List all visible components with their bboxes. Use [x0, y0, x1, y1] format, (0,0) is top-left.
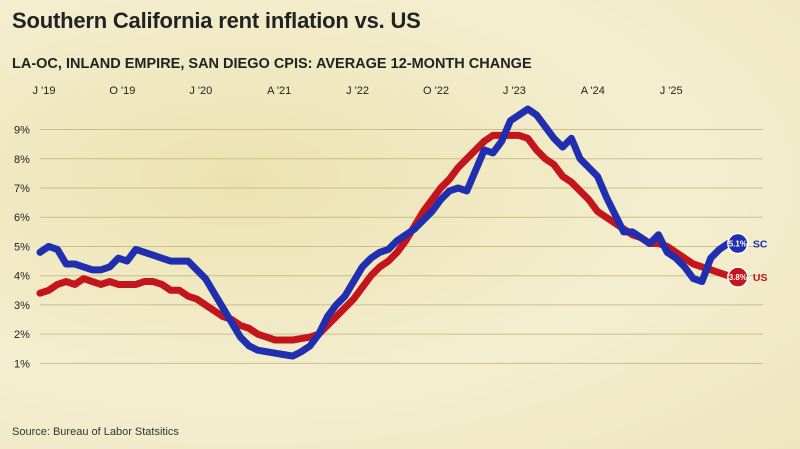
series-name-label-sc: SC	[753, 239, 768, 251]
chart-subtitle: LA-OC, INLAND EMPIRE, SAN DIEGO CPIS: AV…	[12, 56, 532, 72]
x-tick-label: A '21	[267, 85, 291, 97]
end-marker-sc	[727, 232, 749, 255]
y-tick-label: 7%	[14, 183, 30, 195]
series-line-sc	[36, 105, 741, 360]
y-tick-label: 6%	[14, 212, 30, 224]
series-name-label-us: US	[753, 272, 768, 284]
y-tick-label: 4%	[14, 271, 30, 283]
y-tick-label: 8%	[14, 154, 30, 166]
x-tick-label: J '20	[189, 85, 212, 97]
end-value-label-sc: 5.1%	[729, 240, 747, 249]
y-tick-label: 2%	[14, 329, 30, 341]
x-tick-label: O '19	[109, 85, 135, 97]
y-tick-label: 5%	[14, 241, 30, 253]
end-marker-us	[727, 266, 749, 288]
x-tick-label: J '22	[346, 85, 369, 97]
y-tick-label: 1%	[14, 358, 30, 370]
y-tick-label: 3%	[14, 300, 30, 312]
chart-title: Southern California rent inflation vs. U…	[12, 8, 421, 33]
x-tick-label: O '22	[423, 85, 449, 97]
x-tick-label: J '19	[33, 85, 56, 97]
y-tick-label: 9%	[14, 125, 30, 137]
end-value-label-us: 3.8%	[729, 273, 747, 282]
x-tick-label: A '24	[581, 85, 605, 97]
x-tick-label: J '23	[503, 85, 526, 97]
source-note: Source: Bureau of Labor Statsitics	[12, 426, 179, 438]
series-line-us	[36, 131, 741, 344]
x-tick-label: J '25	[660, 85, 683, 97]
